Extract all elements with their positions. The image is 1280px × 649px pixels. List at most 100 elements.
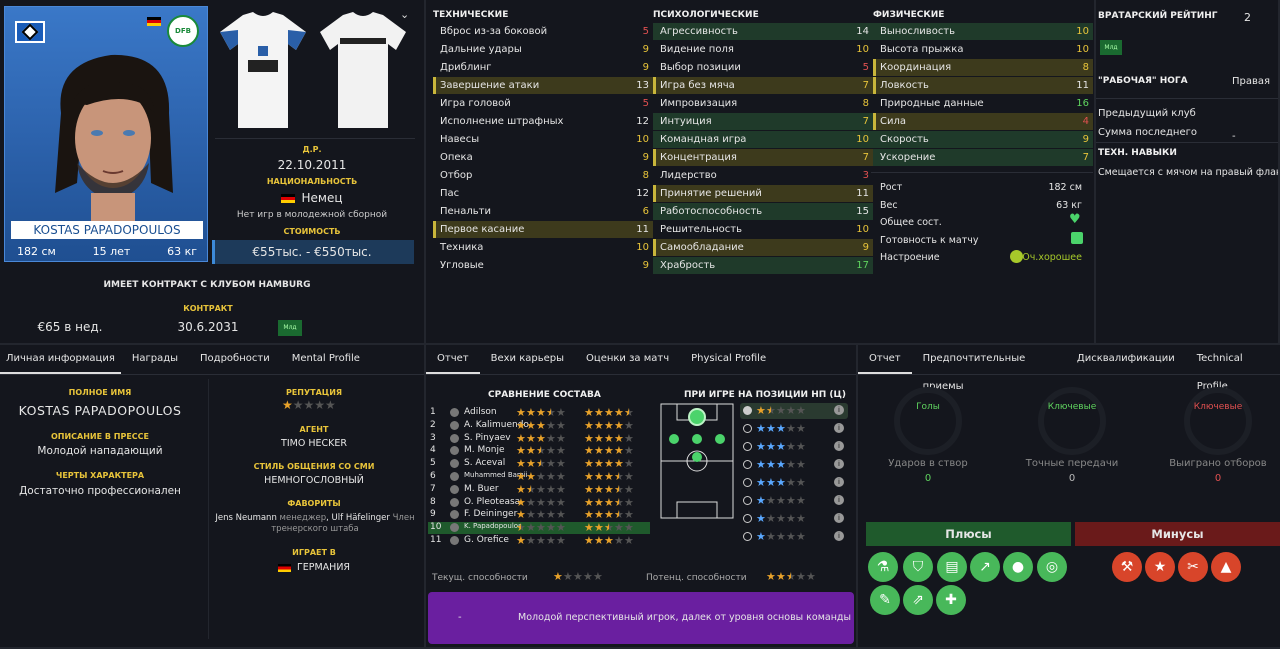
radio-icon[interactable] — [743, 478, 752, 487]
info-icon[interactable]: i — [834, 531, 844, 541]
radio-icon[interactable] — [743, 514, 752, 523]
physical-attribute-row[interactable]: Выносливость 10 — [873, 23, 1093, 40]
squad-row[interactable]: 11 G. Orefice ★★★★★ ★★★★★ — [428, 534, 650, 547]
info-icon[interactable]: i — [834, 495, 844, 505]
physical-attribute-row[interactable]: Ускорение 7 — [873, 149, 1093, 166]
mental-attribute-row[interactable]: Лидерство 3 — [653, 167, 873, 184]
technical-attribute-row[interactable]: Дальние удары 9 — [433, 41, 653, 58]
technical-attribute-row[interactable]: Исполнение штрафных 12 — [433, 113, 653, 130]
squad-row[interactable]: 1 Adilson ★★★★★ ★★★★★ — [428, 406, 650, 419]
info-icon[interactable]: i — [834, 459, 844, 469]
mental-attribute-row[interactable]: Концентрация 7 — [653, 149, 873, 166]
radio-icon[interactable] — [743, 460, 752, 469]
radio-icon[interactable] — [743, 532, 752, 541]
physical-attribute-row[interactable]: Скорость 9 — [873, 131, 1093, 148]
attribute-value: 10 — [1076, 44, 1089, 55]
tab-career[interactable]: Вехи карьеры — [490, 353, 565, 364]
fav-person[interactable]: Jens Neumann — [215, 513, 277, 523]
position-stars: ★★★★★ — [756, 404, 806, 417]
info-icon[interactable]: i — [834, 423, 844, 433]
technical-attribute-row[interactable]: Завершение атаки 13 — [433, 77, 653, 94]
position-rating-row[interactable]: ★★★★★ i — [740, 529, 848, 545]
technical-attribute-row[interactable]: Первое касание 11 — [433, 221, 653, 238]
tab-stats-report[interactable]: Отчет — [858, 345, 912, 374]
mental-attribute-row[interactable]: Видение поля 10 — [653, 41, 873, 58]
technical-attribute-row[interactable]: Вброс из-за боковой 5 — [433, 23, 653, 40]
person-icon — [450, 472, 459, 481]
star-icon: ★ — [604, 521, 614, 535]
squad-row[interactable]: 4 M. Monje ★★★★★ ★★★★★ — [428, 444, 650, 457]
fav-person[interactable]: Ulf Häfelinger — [331, 513, 390, 523]
tab-technical-profile[interactable]: Technical Profile — [1196, 353, 1243, 392]
position-rating-row[interactable]: ★★★★★ i — [740, 493, 848, 509]
tab-preferred-moves[interactable]: Предпочтительные приемы — [922, 353, 1026, 392]
physical-attribute-row[interactable]: Сила 4 — [873, 113, 1093, 130]
value-box[interactable] — [212, 240, 414, 264]
star-icon: ★ — [594, 482, 604, 496]
technical-attribute-row[interactable]: Угловые 9 — [433, 257, 653, 274]
radio-icon[interactable] — [743, 442, 752, 451]
squad-row[interactable]: 9 F. Deininger ★★★★★ ★★★★★ — [428, 508, 650, 521]
squad-row[interactable]: 3 S. Pinyaev ★★★★★ ★★★★★ — [428, 432, 650, 445]
tab-physical-profile[interactable]: Physical Profile — [691, 353, 767, 364]
squad-row[interactable]: 8 O. Pleoteasa ★★★★★ ★★★★★ — [428, 495, 650, 509]
radio-icon[interactable] — [743, 406, 752, 415]
physical-attribute-row[interactable]: Высота прыжка 10 — [873, 41, 1093, 58]
position-rating-row[interactable]: ★★★★★ i — [740, 457, 848, 473]
attribute-name: Вброс из-за боковой — [440, 26, 548, 37]
mental-attribute-row[interactable]: Игра без мяча 7 — [653, 77, 873, 94]
gk-rating-value: 2 — [1244, 11, 1251, 24]
squad-row[interactable]: 2 A. Kalimuendo ★★★★★ ★★★★★ — [428, 419, 650, 432]
mental-attribute-row[interactable]: Самообладание 9 — [653, 239, 873, 256]
tab-awards[interactable]: Награды — [131, 353, 179, 364]
physical-attribute-row[interactable]: Ловкость 11 — [873, 77, 1093, 94]
mental-attribute-row[interactable]: Решительность 10 — [653, 221, 873, 238]
physical-attribute-row[interactable]: Координация 8 — [873, 59, 1093, 76]
tab-personal-info[interactable]: Личная информация — [0, 345, 121, 374]
mental-attribute-row[interactable]: Командная игра 10 — [653, 131, 873, 148]
position-rating-row[interactable]: ★★★★★ i — [740, 421, 848, 437]
technical-attribute-row[interactable]: Пенальти 6 — [433, 203, 653, 220]
position-rating-row[interactable]: ★★★★★ i — [740, 403, 848, 419]
position-rating-row[interactable]: ★★★★★ i — [740, 439, 848, 455]
technical-attribute-row[interactable]: Пас 12 — [433, 185, 653, 202]
technical-attribute-row[interactable]: Опека 9 — [433, 149, 653, 166]
radio-icon[interactable] — [743, 496, 752, 505]
position-rating-row[interactable]: ★★★★★ i — [740, 511, 848, 527]
mental-attribute-row[interactable]: Принятие решений 11 — [653, 185, 873, 202]
position-rating-row[interactable]: ★★★★★ i — [740, 475, 848, 491]
mental-attribute-row[interactable]: Агрессивность 14 — [653, 23, 873, 40]
info-icon[interactable]: i — [834, 513, 844, 523]
tab-match-ratings[interactable]: Оценки за матч — [586, 353, 670, 364]
home-kit-image — [220, 12, 306, 128]
squad-row[interactable]: 10 K. Papadopoulos ★★★★★ ★★★★★ — [428, 521, 650, 535]
mental-attribute-row[interactable]: Выбор позиции 5 — [653, 59, 873, 76]
technical-attribute-row[interactable]: Дриблинг 9 — [433, 59, 653, 76]
star-icon: ★ — [796, 476, 806, 489]
mental-attribute-row[interactable]: Интуиция 7 — [653, 113, 873, 130]
pass-arrows-icon: ⇗ — [903, 585, 933, 615]
tab-suspensions[interactable]: Дисквалификации — [1076, 353, 1175, 364]
info-icon[interactable]: i — [834, 477, 844, 487]
tab-report[interactable]: Отчет — [426, 345, 480, 374]
tab-details[interactable]: Подробности — [200, 353, 270, 364]
physical-attribute-row[interactable]: Природные данные 16 — [873, 95, 1093, 112]
mental-attribute-row[interactable]: Работоспособность 15 — [653, 203, 873, 220]
squad-row[interactable]: 6 Muhammed Bamii ★★★★★ ★★★★★ — [428, 470, 650, 483]
mental-attribute-row[interactable]: Импровизация 8 — [653, 95, 873, 112]
technical-attribute-row[interactable]: Игра головой 5 — [433, 95, 653, 112]
technical-attribute-row[interactable]: Техника 10 — [433, 239, 653, 256]
tab-mental-profile[interactable]: Mental Profile — [291, 353, 360, 364]
rep-label: РЕПУТАЦИЯ — [285, 388, 343, 397]
mental-attribute-row[interactable]: Храбрость 17 — [653, 257, 873, 274]
star-icon: ★ — [556, 495, 566, 509]
squad-row[interactable]: 5 S. Aceval ★★★★★ ★★★★★ — [428, 457, 650, 471]
info-icon[interactable]: i — [834, 405, 844, 415]
technical-attribute-row[interactable]: Отбор 8 — [433, 167, 653, 184]
info-icon[interactable]: i — [834, 441, 844, 451]
radio-icon[interactable] — [743, 424, 752, 433]
technical-attribute-row[interactable]: Навесы 10 — [433, 131, 653, 148]
squad-row[interactable]: 7 M. Buer ★★★★★ ★★★★★ — [428, 482, 650, 496]
star-icon: ★ — [594, 457, 604, 471]
chevron-down-icon[interactable]: ⌄ — [400, 8, 410, 21]
